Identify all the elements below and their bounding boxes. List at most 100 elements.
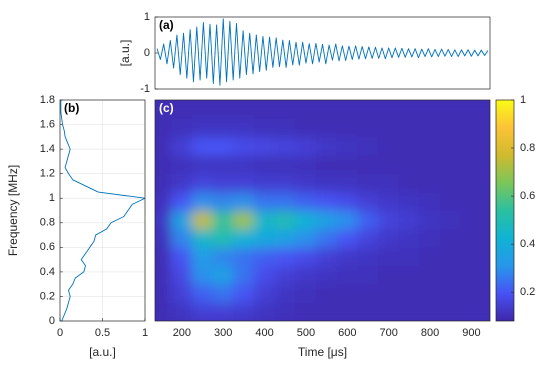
heatmap-cell bbox=[155, 154, 173, 175]
heatmap-cell bbox=[212, 283, 235, 304]
heatmap-cell bbox=[295, 246, 317, 267]
heatmap-cell bbox=[460, 154, 483, 175]
heatmap-cell bbox=[171, 191, 193, 211]
heatmap-cell bbox=[481, 154, 490, 175]
heatmap-cell bbox=[357, 265, 379, 285]
heatmap-cell bbox=[253, 302, 276, 321]
heatmap-cell bbox=[336, 173, 359, 193]
heatmap-cell bbox=[253, 154, 276, 175]
heatmap-cell bbox=[171, 100, 193, 119]
axes-frame bbox=[59, 99, 146, 322]
heatmap-cell bbox=[481, 173, 490, 193]
y-axis-label: [a.u.] bbox=[118, 40, 132, 67]
heatmap-cell bbox=[171, 117, 193, 138]
heatmap-cell bbox=[191, 210, 214, 230]
x-tick-label: 1 bbox=[142, 327, 148, 339]
heatmap-cell bbox=[398, 136, 421, 156]
panel-label: (c) bbox=[159, 101, 174, 115]
heatmap-cell bbox=[481, 246, 490, 267]
axes-frame bbox=[154, 99, 491, 322]
heatmap-cell bbox=[155, 136, 173, 156]
heatmap-cell bbox=[460, 117, 483, 138]
heatmap-cell bbox=[481, 228, 490, 248]
heatmap-cell bbox=[460, 228, 483, 248]
x-axis-label: [a.u.] bbox=[89, 345, 116, 359]
heatmap-cell bbox=[398, 265, 421, 285]
heatmap-cell bbox=[481, 100, 490, 119]
y-tick-label: 0.6 bbox=[40, 241, 55, 253]
colorbar-tick-label: 1 bbox=[520, 94, 526, 106]
heatmap-cell bbox=[419, 265, 441, 285]
heatmap-cell bbox=[191, 117, 214, 138]
heatmap-cell bbox=[439, 246, 462, 267]
heatmap-cell bbox=[171, 246, 193, 267]
heatmap-cell bbox=[295, 265, 317, 285]
heatmap-cell bbox=[191, 302, 214, 321]
heatmap-cell bbox=[155, 191, 173, 211]
heatmap-cell bbox=[233, 191, 255, 211]
heatmap-cell bbox=[171, 136, 193, 156]
heatmap-cell bbox=[419, 191, 441, 211]
heatmap-cell bbox=[398, 191, 421, 211]
heatmap-cell bbox=[274, 302, 297, 321]
heatmap-cell bbox=[253, 283, 276, 304]
heatmap-cell bbox=[233, 228, 255, 248]
heatmap-cell bbox=[171, 154, 193, 175]
heatmap-cell bbox=[191, 173, 214, 193]
heatmap-cell bbox=[460, 191, 483, 211]
y-tick-label: 0.8 bbox=[40, 217, 55, 229]
heatmap-cell bbox=[253, 191, 276, 211]
heatmap-cell bbox=[315, 117, 338, 138]
y-tick-label: 1 bbox=[144, 11, 150, 23]
heatmap-cell bbox=[212, 154, 235, 175]
heatmap-cell bbox=[439, 117, 462, 138]
heatmap-cell bbox=[233, 117, 255, 138]
y-tick-label: 0 bbox=[49, 315, 55, 327]
heatmap-cell bbox=[295, 173, 317, 193]
heatmap-cell bbox=[460, 136, 483, 156]
heatmap-cell bbox=[212, 100, 235, 119]
heatmap-cell bbox=[419, 302, 441, 321]
heatmap-cell bbox=[253, 210, 276, 230]
colorbar-frame bbox=[495, 99, 515, 322]
heatmap-cell bbox=[398, 117, 421, 138]
heatmap-cell bbox=[315, 191, 338, 211]
heatmap-cell bbox=[212, 117, 235, 138]
heatmap-cell bbox=[274, 246, 297, 267]
heatmap-cell bbox=[419, 246, 441, 267]
heatmap-cell bbox=[357, 117, 379, 138]
heatmap-cell bbox=[315, 136, 338, 156]
heatmap-cell bbox=[357, 302, 379, 321]
heatmap-cell bbox=[315, 173, 338, 193]
y-tick-label: 1.8 bbox=[40, 94, 55, 106]
panel-label: (b) bbox=[64, 101, 79, 115]
y-tick-label: 0.4 bbox=[40, 266, 55, 278]
heatmap-cell bbox=[253, 246, 276, 267]
heatmap-cell bbox=[439, 100, 462, 119]
plot-area bbox=[156, 18, 489, 86]
heatmap-cell bbox=[191, 100, 214, 119]
heatmap-cell bbox=[295, 191, 317, 211]
heatmap-cell bbox=[155, 210, 173, 230]
heatmap-cell bbox=[155, 302, 173, 321]
heatmap-cell bbox=[315, 228, 338, 248]
heatmap-cell bbox=[357, 100, 379, 119]
heatmap-cell bbox=[274, 154, 297, 175]
heatmap-cell bbox=[377, 228, 400, 248]
heatmap-cell bbox=[274, 191, 297, 211]
heatmap-cell bbox=[233, 265, 255, 285]
heatmap-cell bbox=[191, 154, 214, 175]
heatmap-cell bbox=[460, 210, 483, 230]
x-tick-label: 200 bbox=[173, 327, 191, 339]
heatmap-cell bbox=[460, 246, 483, 267]
heatmap-cell bbox=[191, 228, 214, 248]
heatmap-cell bbox=[336, 117, 359, 138]
heatmap-cell bbox=[357, 154, 379, 175]
colorbar bbox=[496, 100, 514, 321]
heatmap-cell bbox=[233, 136, 255, 156]
heatmap-cell bbox=[191, 136, 214, 156]
heatmap-cell bbox=[419, 283, 441, 304]
heatmap-cell bbox=[212, 136, 235, 156]
heatmap-cell bbox=[253, 117, 276, 138]
heatmap-cell bbox=[155, 117, 173, 138]
